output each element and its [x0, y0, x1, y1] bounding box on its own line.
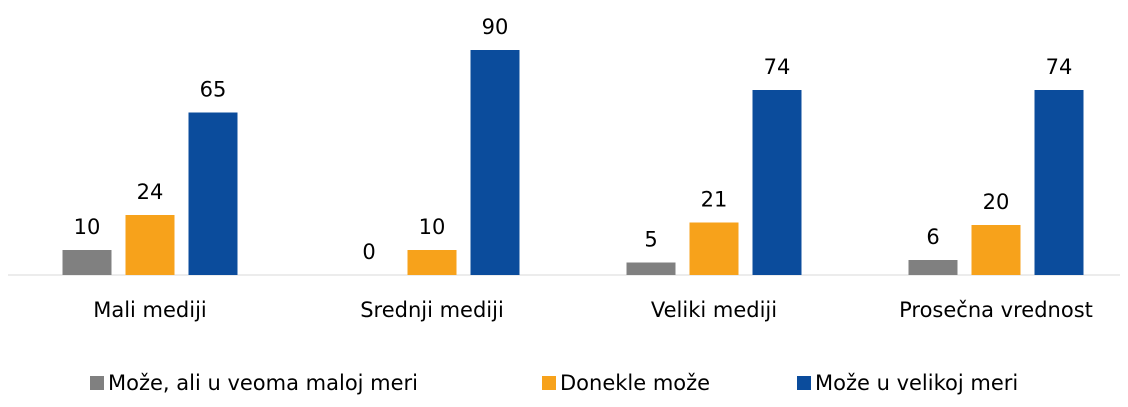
bar: [125, 215, 175, 275]
data-label: 5: [644, 228, 657, 252]
bar: [1034, 90, 1084, 275]
data-label: 74: [1046, 55, 1073, 79]
legend-label: Donekle može: [560, 371, 710, 395]
x-tick-label: Prosečna vrednost: [899, 298, 1093, 322]
data-label: 74: [764, 55, 791, 79]
data-label: 65: [200, 78, 227, 102]
bar: [752, 90, 802, 275]
legend-swatch: [542, 376, 556, 390]
data-label: 21: [701, 188, 728, 212]
bar: [908, 260, 958, 275]
legend-swatch: [797, 376, 811, 390]
data-label: 10: [74, 215, 101, 239]
data-label: 0: [362, 240, 375, 264]
x-tick-label: Srednji mediji: [360, 298, 504, 322]
data-label: 90: [482, 15, 509, 39]
x-tick-label: Veliki mediji: [651, 298, 777, 322]
bar: [407, 250, 457, 275]
data-label: 24: [137, 180, 164, 204]
data-label: 6: [926, 225, 939, 249]
bar: [971, 225, 1021, 275]
data-label: 20: [983, 190, 1010, 214]
bar: [470, 50, 520, 275]
bar: [689, 222, 739, 275]
legend-label: Može u velikoj meri: [815, 371, 1018, 395]
bar: [626, 262, 676, 275]
bar: [188, 112, 238, 275]
bar: [62, 250, 112, 275]
legend-label: Može, ali u veoma maloj meri: [108, 371, 418, 395]
data-label: 10: [419, 215, 446, 239]
x-tick-label: Mali mediji: [93, 298, 207, 322]
legend-swatch: [90, 376, 104, 390]
